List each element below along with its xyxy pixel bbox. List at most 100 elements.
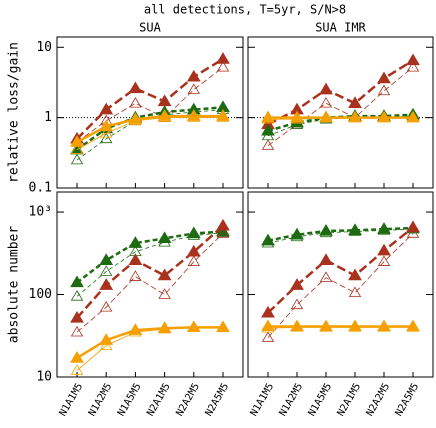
marker: [377, 224, 391, 235]
x-tick-label: N2A1M5: [145, 382, 173, 419]
marker: [261, 321, 275, 333]
marker: [158, 322, 171, 334]
marker: [158, 111, 171, 122]
panel-frame: [247, 191, 434, 378]
marker: [99, 119, 114, 132]
x-tick-label: N2A5M5: [394, 382, 422, 419]
marker: [348, 286, 362, 298]
marker: [290, 319, 304, 332]
marker: [216, 321, 230, 332]
marker: [377, 111, 391, 122]
marker: [100, 132, 113, 144]
marker: [128, 236, 143, 248]
x-tick-label: N2A1M5: [336, 382, 364, 419]
series-line: [76, 326, 223, 371]
marker: [377, 71, 391, 84]
marker: [70, 325, 84, 337]
marker: [187, 255, 200, 266]
marker: [158, 235, 171, 247]
marker: [129, 270, 142, 281]
figure-title: all detections, T=5yr, S/N>8: [144, 3, 346, 17]
marker: [216, 111, 230, 122]
marker: [406, 220, 420, 233]
marker: [157, 268, 172, 281]
marker: [186, 226, 201, 239]
series-line: [76, 57, 224, 140]
x-tick-label: N1A2M5: [87, 382, 115, 419]
marker: [70, 290, 84, 301]
marker: [377, 243, 391, 256]
marker: [319, 319, 333, 332]
marker: [319, 253, 333, 265]
marker: [100, 265, 113, 276]
marker: [348, 319, 362, 332]
marker: [348, 111, 362, 122]
marker: [261, 112, 275, 124]
series-line: [267, 233, 414, 338]
marker: [406, 53, 420, 66]
marker: [99, 333, 114, 345]
marker: [129, 114, 142, 126]
x-tick-label: N1A5M5: [116, 382, 144, 419]
series-line: [267, 226, 414, 314]
marker: [261, 305, 275, 318]
marker: [129, 96, 142, 108]
x-tick-label: N1A2M5: [278, 382, 306, 419]
marker: [128, 253, 143, 265]
marker: [187, 83, 200, 94]
marker: [377, 84, 391, 96]
marker: [70, 135, 84, 147]
marker: [216, 52, 230, 64]
series-line: [76, 233, 224, 333]
marker: [319, 271, 333, 282]
marker: [406, 111, 420, 122]
x-tick-label: N2A5M5: [204, 382, 232, 419]
marker: [348, 96, 362, 108]
marker: [319, 321, 333, 332]
series-line: [267, 228, 414, 244]
panel-frame: [56, 191, 244, 378]
marker: [70, 364, 84, 375]
marker: [377, 321, 391, 332]
y-tick-label: 10³: [29, 205, 52, 220]
marker: [100, 126, 113, 138]
marker: [290, 321, 304, 332]
marker: [261, 236, 275, 248]
panel-frame: [247, 36, 434, 189]
series-line: [76, 230, 224, 284]
marker: [406, 227, 420, 238]
marker: [261, 139, 275, 150]
marker: [187, 321, 200, 332]
marker: [319, 226, 333, 238]
y-tick-label: 10: [36, 40, 52, 55]
marker: [70, 310, 84, 323]
y-tick-label: 100: [29, 287, 52, 302]
marker: [261, 331, 275, 342]
marker: [290, 230, 304, 242]
x-tick-label: N2A2M5: [365, 382, 393, 419]
marker: [377, 255, 391, 266]
marker: [187, 229, 200, 240]
marker: [186, 69, 201, 82]
marker: [348, 225, 362, 236]
marker: [290, 298, 304, 310]
series-line: [267, 326, 413, 329]
x-tick-label: N1A1M5: [249, 382, 277, 419]
y-axis-label: relative loss/gain: [7, 42, 22, 183]
series-line: [267, 226, 414, 242]
y-tick-label: 1: [44, 110, 52, 125]
marker: [99, 253, 114, 265]
marker: [319, 111, 333, 122]
panel-title: SUA IMR: [315, 21, 366, 35]
marker: [129, 325, 142, 337]
marker: [158, 288, 171, 299]
y-tick-label: 10: [36, 370, 52, 385]
marker: [100, 339, 113, 350]
marker: [406, 321, 420, 332]
y-tick-label: 0.1: [29, 181, 52, 196]
marker: [70, 351, 84, 363]
series-line: [268, 117, 413, 120]
marker: [319, 223, 333, 236]
marker: [216, 227, 230, 238]
